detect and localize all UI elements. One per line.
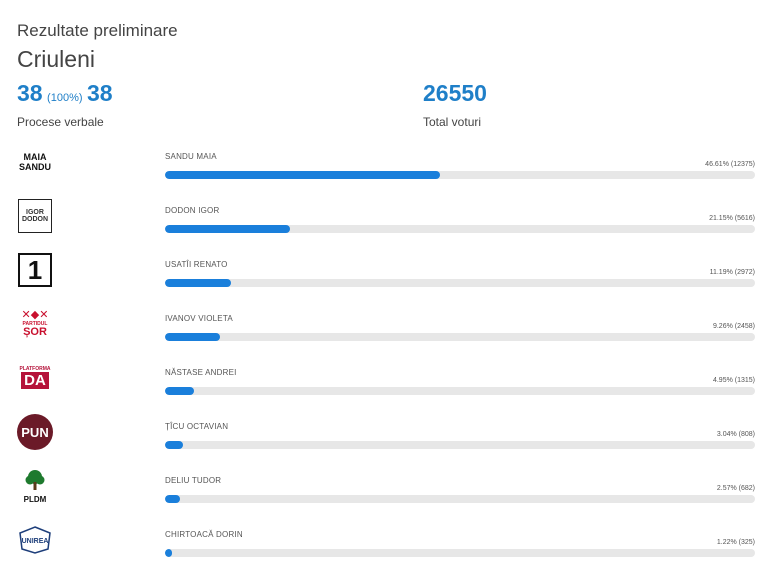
bar [165,225,290,233]
pun-logo: PUN [17,414,53,450]
total-votes: 26550 [423,80,487,106]
bar-track [165,549,755,557]
bar-track [165,225,755,233]
pldm-logo: PLDM [17,468,53,504]
processed-percent: (100%) [47,92,83,104]
bar-label: ȚÎCU OCTAVIAN [165,422,229,431]
svg-text:UNIREA: UNIREA [22,538,49,545]
candidate-row-deliu: PLDM DELIU TUDOR 2.57% (682) [0,468,768,522]
protocols-stat: 38 (100%) 38 Procese verbale [17,80,113,129]
bar-label: DELIU TUDOR [165,476,222,485]
bar-track [165,441,755,449]
candidate-row-usatii: 1 USATÎI RENATO 11.19% (2972) [0,252,768,306]
bar [165,441,183,449]
usatii-logo: 1 [17,252,53,288]
sandu-logo: MAIA SANDU [18,152,51,172]
data-label: 4.95% (1315) [712,377,755,384]
bar-label: NĂSTASE ANDREI [165,368,237,377]
dodon-logo: IGOR DODON [17,198,53,234]
bar [165,495,181,503]
bar-track [165,495,755,503]
bar-label: CHIRTOACĂ DORIN [165,530,243,539]
processed-count: 38 [17,80,43,106]
data-label: 1.22% (325) [716,539,755,546]
bar [165,171,440,179]
candidate-row-chirtoaca: UNIREA CHIRTOACĂ DORIN 1.22% (325) [0,522,768,563]
data-label: 3.04% (808) [716,431,755,438]
data-label: 9.26% (2458) [712,323,755,330]
data-label: 2.57% (682) [716,485,755,492]
bar-track [165,279,755,287]
tree-icon [25,469,45,490]
votes-stat: 26550 Total voturi [423,80,487,129]
sor-logo: ✕◆✕ PARTIDUL ȘOR [21,309,49,338]
bar [165,549,173,557]
data-label: 46.61% (12375) [705,161,755,168]
total-protocols: 38 [86,80,113,106]
bar-label: IVANOV VIOLETA [165,314,233,323]
da-logo: PLATFORMA DA [19,366,51,389]
protocols-label: Procese verbale [17,115,104,129]
data-label: 11.19% (2972) [709,269,755,276]
candidate-row-sandu: MAIA SANDU SANDU MAIA 46.61% (12375) [0,144,768,198]
bar [165,279,232,287]
region-name: Criuleni [17,46,95,72]
bar-label: DODON IGOR [165,206,220,215]
data-label: 21.15% (5616) [709,215,755,222]
bar-track [165,333,755,341]
page-title: Rezultate preliminare [17,21,178,40]
candidate-row-nastase: PLATFORMA DA NĂSTASE ANDREI 4.95% (1315) [0,360,768,414]
bar-label: SANDU MAIA [165,152,217,161]
candidate-row-ticu: PUN ȚÎCU OCTAVIAN 3.04% (808) [0,414,768,468]
votes-label: Total voturi [423,115,482,129]
unirea-logo: UNIREA [17,522,53,558]
candidate-row-ivanov: ✕◆✕ PARTIDUL ȘOR IVANOV VIOLETA 9.26% (2… [0,306,768,360]
bar [165,387,195,395]
bar [165,333,220,341]
bar-track [165,387,755,395]
bar-track [165,171,755,179]
bar-label: USATÎI RENATO [165,260,228,269]
candidate-row-dodon: IGOR DODON DODON IGOR 21.15% (5616) [0,198,768,252]
